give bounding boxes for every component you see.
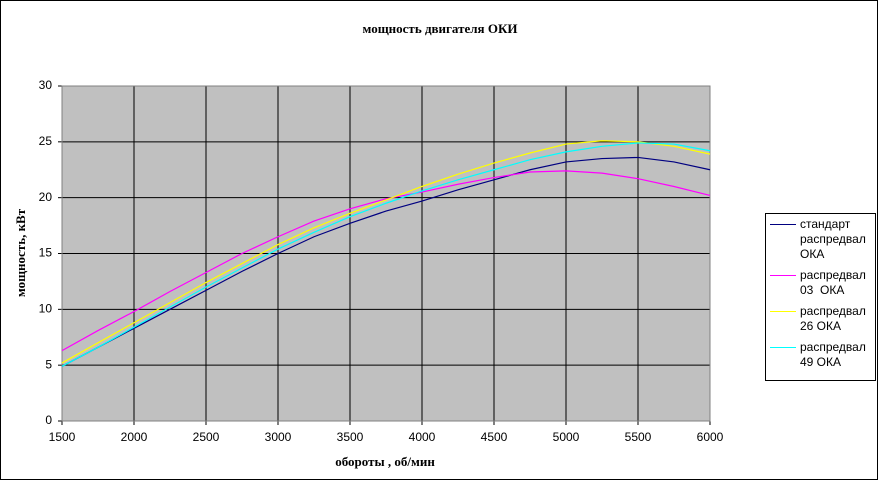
y-axis-label: мощность, кВт (13, 208, 28, 297)
y-tick-label: 10 (39, 302, 53, 316)
x-tick-label: 4000 (409, 430, 436, 444)
legend-swatch (770, 275, 796, 276)
y-tick-label: 15 (39, 246, 53, 260)
plot-border (61, 85, 711, 422)
x-axis-label: обороты , об/мин (335, 454, 435, 469)
legend-entry: стандарт распредвал ОКА (766, 217, 875, 262)
legend-label: распредвал 49 ОКА (800, 340, 870, 369)
y-tick-label: 30 (39, 78, 53, 92)
series-line (61, 170, 711, 352)
x-tick-label: 2000 (121, 430, 148, 444)
y-tick-label: 5 (45, 357, 52, 371)
x-tick-label: 1500 (49, 430, 76, 444)
legend-entry: распредвал 26 ОКА (766, 304, 875, 334)
x-tick-label: 5000 (553, 430, 580, 444)
legend-label: стандарт распредвал ОКА (800, 217, 870, 261)
legend-entry: распредвал 03 ОКА (766, 268, 875, 298)
chart-title: мощность двигателя ОКИ (363, 21, 518, 36)
legend-entry: распредвал 49 ОКА (766, 340, 875, 370)
series-line (61, 140, 711, 364)
legend: стандарт распредвал ОКА распредвал 03 ОКА… (765, 213, 876, 381)
legend-label: распредвал 26 ОКА (800, 304, 870, 333)
series-line (61, 142, 711, 367)
legend-label: распредвал 03 ОКА (800, 268, 870, 297)
y-tick-label: 25 (39, 134, 53, 148)
series-line (61, 156, 711, 367)
legend-swatch (770, 311, 796, 312)
legend-swatch (770, 224, 796, 225)
x-tick-label: 6000 (697, 430, 724, 444)
x-tick-label: 3500 (337, 430, 364, 444)
y-tick-label: 0 (45, 413, 52, 427)
y-tick-label: 20 (39, 190, 53, 204)
x-tick-label: 3000 (265, 430, 292, 444)
legend-swatch (770, 347, 796, 348)
x-tick-label: 5500 (625, 430, 652, 444)
x-tick-label: 4500 (481, 430, 508, 444)
x-tick-label: 2500 (193, 430, 220, 444)
